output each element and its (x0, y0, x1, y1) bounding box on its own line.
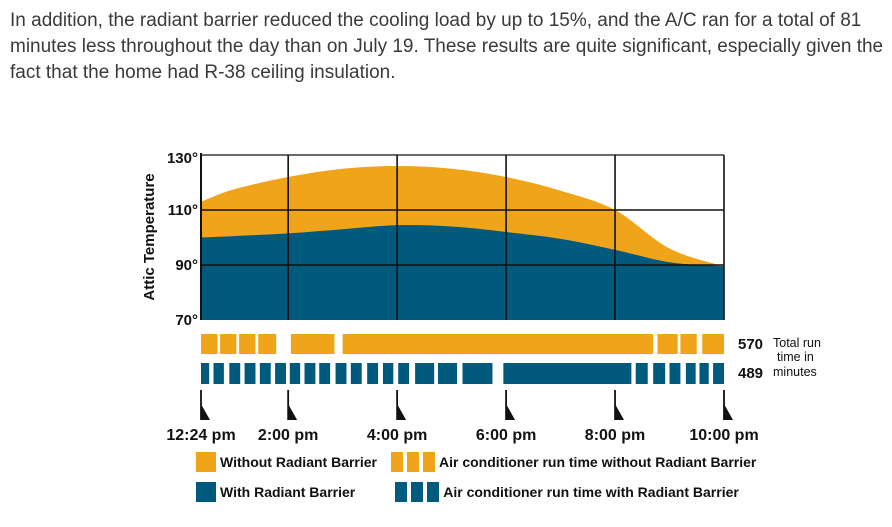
y-tick-label: 130° (167, 150, 198, 167)
legend-label-with: With Radiant Barrier (220, 484, 356, 500)
run-bar-with (437, 363, 458, 384)
run-bar-without (680, 334, 697, 354)
y-tick-label: 90° (175, 257, 198, 274)
x-tick-label: 6:00 pm (476, 427, 536, 444)
legend-run-swatch-without-3 (423, 452, 435, 472)
total-with: 489 (738, 365, 763, 382)
x-tick-label: 8:00 pm (585, 427, 645, 444)
run-bar-with (635, 363, 648, 384)
run-bar-without (239, 334, 256, 354)
run-bar-with (713, 363, 724, 384)
run-bar-with (382, 363, 394, 384)
legend-label-without: Without Radiant Barrier (220, 454, 377, 470)
run-bar-with (653, 363, 666, 384)
intro-paragraph: In addition, the radiant barrier reduced… (10, 10, 884, 83)
time-marker-arrow (724, 404, 733, 420)
run-bar-without (702, 334, 724, 354)
y-axis-label: Attic Temperature (141, 173, 158, 300)
run-bar-with (699, 363, 709, 384)
run-bar-with (304, 363, 316, 384)
time-marker-arrow (615, 404, 625, 420)
legend-swatch-without (196, 452, 216, 472)
run-bar-without (220, 334, 237, 354)
run-bar-with (462, 363, 493, 384)
run-bar-with (201, 363, 210, 384)
run-bar-with (350, 363, 362, 384)
run-bar-without (342, 334, 654, 354)
legend-run-swatch-without-2 (407, 452, 419, 472)
legend-run-swatch-with-3 (427, 482, 440, 502)
run-bar-without (657, 334, 678, 354)
total-run-time-label: Total run time in minutes (773, 336, 824, 379)
run-bar-with (398, 363, 410, 384)
run-bar-with (503, 363, 632, 384)
total-without: 570 (738, 336, 763, 353)
x-tick-label: 12:24 pm (166, 427, 235, 444)
legend-label-run-without: Air conditioner run time without Radiant… (439, 454, 757, 470)
legend-run-swatch-with-2 (411, 482, 424, 502)
run-bar-with (229, 363, 241, 384)
legend-label-run-with: Air conditioner run time with Radiant Ba… (443, 484, 739, 500)
area-with-radiant-barrier (201, 224, 724, 320)
legend-swatch-with (196, 482, 216, 502)
time-marker-arrow (201, 404, 210, 420)
legend-row-1: Without Radiant Barrier Air conditioner … (196, 452, 756, 472)
run-bar-with (335, 363, 347, 384)
run-bar-without (258, 334, 277, 354)
run-bar-with (685, 363, 696, 384)
legend-run-swatch-without-1 (391, 452, 403, 472)
run-bar-without (201, 334, 218, 354)
legend-run-swatch-with-1 (395, 482, 408, 502)
x-tick-label: 2:00 pm (258, 427, 318, 444)
time-marker-arrow (506, 404, 516, 420)
run-bar-without (290, 334, 335, 354)
run-bar-with (259, 363, 271, 384)
x-tick-label: 10:00 pm (689, 427, 758, 444)
legend-row-2: With Radiant Barrier Air conditioner run… (196, 482, 739, 502)
run-bar-with (244, 363, 256, 384)
run-bar-with (275, 363, 286, 384)
x-tick-label: 4:00 pm (367, 427, 427, 444)
time-marker-arrow (397, 404, 407, 420)
y-tick-label: 70° (175, 312, 198, 329)
run-bar-with (669, 363, 681, 384)
run-bar-with (289, 363, 301, 384)
time-marker-arrow (288, 404, 298, 420)
run-bar-with (415, 363, 435, 384)
run-bar-with (367, 363, 379, 384)
run-bar-with (319, 363, 331, 384)
run-bar-with (213, 363, 224, 384)
y-tick-label: 110° (168, 202, 198, 219)
